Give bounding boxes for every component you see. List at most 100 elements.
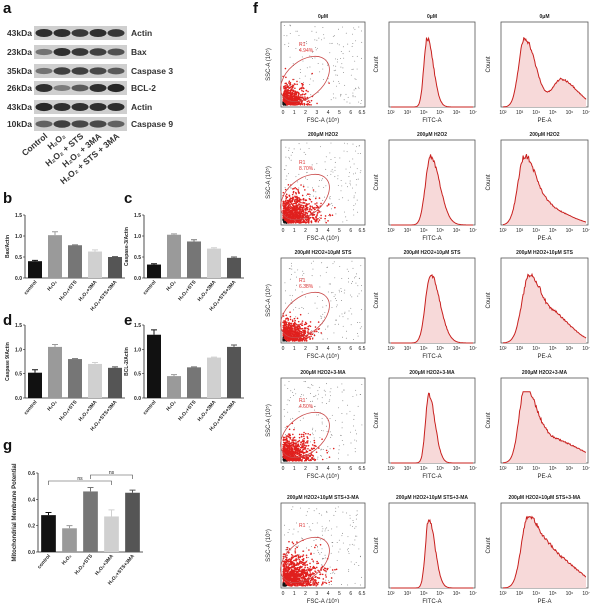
event-dot [304,92,307,95]
event-dot [296,331,299,333]
event-dot [324,390,326,392]
event-dot [283,337,285,339]
event-dot [288,572,291,574]
event-dot [358,87,360,89]
event-dot [306,193,309,195]
blot-band [35,84,53,92]
event-dot [358,548,360,550]
event-dot [344,84,346,86]
event-dot [295,289,296,291]
event-dot [313,441,316,444]
x-tick-label: 10³ [516,110,524,116]
event-dot [286,447,288,450]
event-dot [298,411,300,413]
event-dot [292,78,294,81]
event-dot [322,557,324,559]
event-dot [313,583,315,586]
event-dot [289,457,292,460]
event-dot [302,185,305,188]
event-dot [358,101,360,103]
event-dot [302,83,304,86]
event-dot [351,45,353,47]
panel-letter-e: e [124,312,132,329]
x-tick-label: H₂O₂ [61,553,73,566]
event-dot [324,196,325,198]
event-dot [282,219,285,222]
event-dot [303,381,305,382]
event-dot [303,431,305,434]
event-dot [336,304,338,306]
event-dot [348,277,349,279]
event-dot [300,221,303,224]
event-dot [352,158,354,160]
event-dot [301,324,304,327]
event-dot [293,323,295,326]
x-tick-label: 10⁴ [420,228,428,234]
event-dot [352,520,354,522]
event-dot [294,446,297,448]
bar [227,346,241,398]
event-dot [288,82,290,84]
x-tick-label: 10⁴ [420,110,428,116]
event-dot [299,102,302,105]
event-dot [283,415,285,417]
event-dot [314,457,316,459]
y-axis-label: Bax/Actin [5,235,11,258]
blot-band [71,84,89,92]
plot-title: 200μM H2O2+10μM STS+3-MA [287,495,359,501]
event-dot [330,573,332,574]
y-tick-label: 0.0 [15,396,22,402]
event-dot [328,584,330,586]
event-dot [312,80,314,82]
event-dot [290,222,292,224]
event-dot [285,451,288,454]
event-dot [287,98,290,101]
event-dot [334,277,336,279]
event-dot [328,450,329,452]
event-dot [321,397,323,399]
event-dot [292,582,295,585]
event-dot [322,534,323,536]
event-dot [309,449,312,452]
x-tick-label: H₂O₂+3MA [197,279,218,303]
event-dot [342,511,344,513]
blot-band [35,67,53,75]
x-tick-label: 0 [282,110,285,116]
event-dot [354,96,356,98]
event-dot [292,433,294,436]
event-dot [355,389,357,391]
event-dot [288,158,290,160]
event-dot [308,336,310,338]
bar [28,372,42,398]
event-dot [329,520,330,522]
event-dot [284,282,286,284]
event-dot [291,320,294,323]
event-dot [289,444,292,447]
event-dot [318,332,320,334]
event-dot [303,456,305,459]
event-dot [310,393,311,395]
event-dot [293,395,295,396]
error-bar [32,369,38,373]
event-dot [319,573,321,576]
event-dot [311,579,314,581]
event-dot [315,538,317,540]
histogram-line [391,273,473,344]
event-dot [303,394,304,396]
event-dot [285,95,288,98]
bar [108,257,122,278]
event-dot [311,58,313,59]
event-dot [324,569,326,572]
histogram-fill [391,393,473,463]
event-dot [350,166,351,168]
event-dot [284,169,286,170]
event-dot [340,300,342,301]
y-tick-label: 0.0 [134,276,141,282]
event-dot [300,562,302,565]
x-tick-label: 10⁴ [532,110,540,116]
event-dot [356,394,358,396]
event-dot [291,214,293,216]
event-dot [353,205,355,206]
event-dot [349,294,351,296]
